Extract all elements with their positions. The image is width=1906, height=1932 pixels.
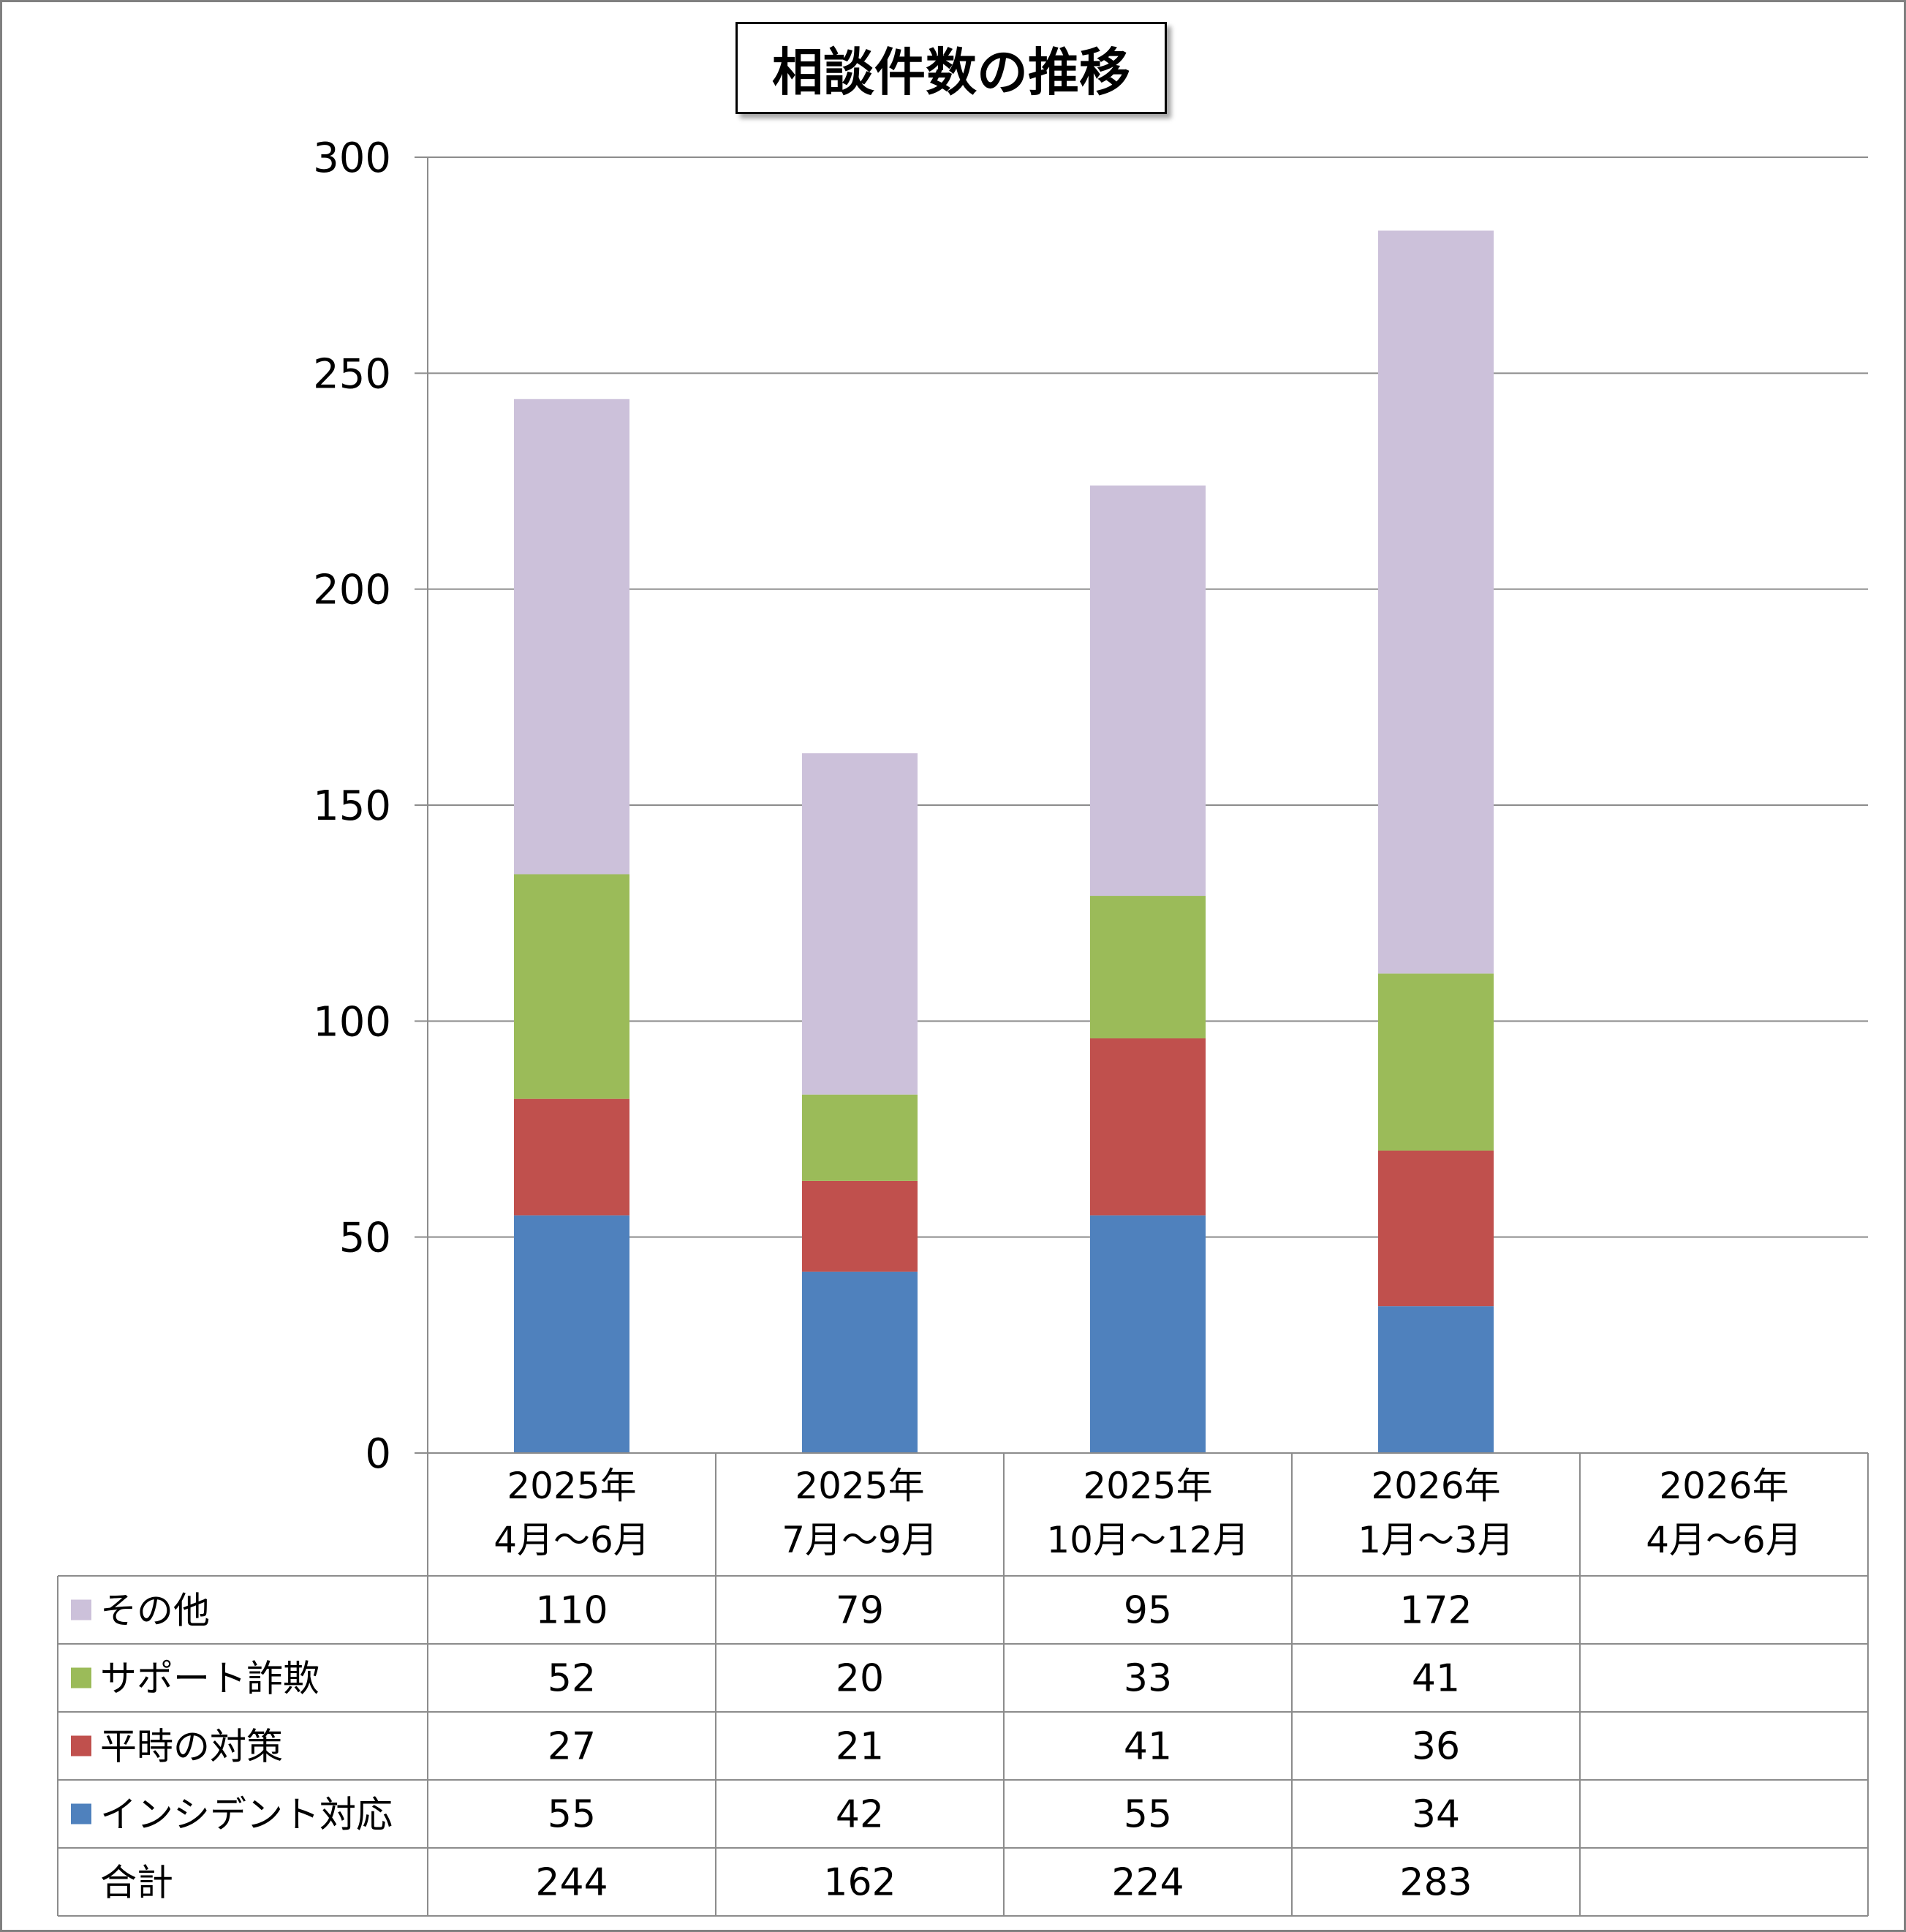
bar-0-series-0 (514, 1215, 629, 1453)
bar-0-series-1 (514, 1098, 629, 1216)
legend-key-2 (71, 1735, 91, 1756)
chart-title-box: 相談件数の推移 (735, 22, 1167, 114)
table-row-label-0: その他 (100, 1590, 210, 1632)
chart-title: 相談件数の推移 (772, 42, 1130, 102)
bar-0-series-2 (514, 874, 629, 1099)
table-cell-4-1: 162 (823, 1861, 896, 1905)
legend-key-1 (71, 1667, 91, 1688)
x-tick-label-4-line-0: 2026年 (1659, 1465, 1788, 1507)
table-row-label-1: サポート詐欺 (100, 1658, 319, 1700)
y-tick-label-200: 200 (313, 567, 391, 614)
table-cell-3-0: 55 (548, 1793, 596, 1837)
y-tick-label-50: 50 (339, 1215, 391, 1262)
table-cell-1-3: 41 (1412, 1657, 1460, 1701)
bar-3-series-0 (1378, 1306, 1494, 1453)
table-cell-2-0: 27 (548, 1725, 596, 1769)
table-cell-1-0: 52 (548, 1657, 596, 1701)
y-tick-label-0: 0 (365, 1430, 391, 1478)
table-cell-2-1: 21 (836, 1725, 884, 1769)
table-row-label-4: 合計 (100, 1862, 173, 1904)
bar-3-series-3 (1378, 230, 1494, 974)
y-tick-label-250: 250 (313, 350, 391, 398)
x-tick-label-1-line-0: 2025年 (795, 1465, 924, 1507)
x-tick-label-2-line-1: 10月～12月 (1046, 1519, 1249, 1561)
table-cell-4-2: 224 (1111, 1861, 1184, 1905)
x-tick-label-3-line-1: 1月～3月 (1358, 1519, 1514, 1561)
table-cell-4-3: 283 (1399, 1861, 1472, 1905)
y-tick-label-100: 100 (313, 998, 391, 1046)
table-cell-3-2: 55 (1124, 1793, 1172, 1837)
table-cell-0-0: 110 (535, 1589, 608, 1633)
x-tick-label-1-line-1: 7月～9月 (782, 1519, 938, 1561)
y-tick-label-300: 300 (313, 135, 391, 182)
bar-1-series-2 (802, 1094, 918, 1181)
table-cell-0-1: 79 (836, 1589, 884, 1633)
bar-2-series-3 (1090, 485, 1206, 897)
bar-3-series-2 (1378, 973, 1494, 1151)
bar-3-series-1 (1378, 1150, 1494, 1307)
legend-key-0 (71, 1599, 91, 1620)
table-cell-4-0: 244 (535, 1861, 608, 1905)
bar-1-series-3 (802, 753, 918, 1095)
table-cell-0-2: 95 (1124, 1589, 1172, 1633)
table-cell-1-2: 33 (1124, 1657, 1172, 1701)
table-cell-2-2: 41 (1124, 1725, 1172, 1769)
x-tick-label-3-line-0: 2026年 (1371, 1465, 1500, 1507)
y-tick-label-150: 150 (313, 782, 391, 830)
table-cell-2-3: 36 (1412, 1725, 1460, 1769)
table-cell-3-3: 34 (1412, 1793, 1460, 1837)
bar-2-series-0 (1090, 1215, 1206, 1453)
legend-key-3 (71, 1803, 91, 1825)
x-tick-label-0-line-1: 4月～6月 (493, 1519, 650, 1561)
table-cell-1-1: 20 (836, 1657, 884, 1701)
x-tick-label-2-line-0: 2025年 (1083, 1465, 1212, 1507)
table-cell-0-3: 172 (1399, 1589, 1472, 1633)
bar-1-series-1 (802, 1180, 918, 1272)
table-cell-3-1: 42 (836, 1793, 884, 1837)
table-row-label-3: インシデント対応 (100, 1794, 393, 1836)
x-tick-label-4-line-1: 4月～6月 (1646, 1519, 1802, 1561)
bar-1-series-0 (802, 1271, 918, 1453)
table-row-label-2: 平時の対策 (100, 1726, 283, 1768)
bar-2-series-2 (1090, 896, 1206, 1038)
bar-2-series-1 (1090, 1038, 1206, 1216)
bar-0-series-3 (514, 399, 629, 875)
x-tick-label-0-line-0: 2025年 (507, 1465, 636, 1507)
